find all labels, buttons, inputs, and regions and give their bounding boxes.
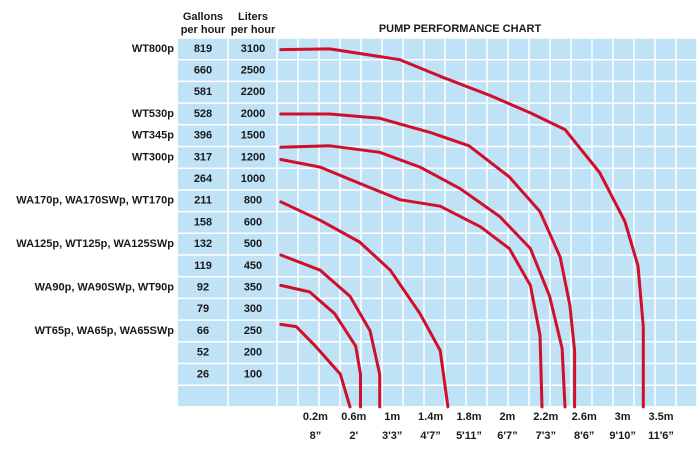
liters-label: 2500	[241, 64, 265, 76]
gallons-label: 158	[194, 216, 212, 228]
x-tick-label: 2.2m	[533, 411, 558, 423]
liters-label: 100	[244, 368, 262, 380]
model-label: WT65p, WA65p, WA65SWp	[35, 325, 175, 337]
liters-label: 600	[244, 216, 262, 228]
liters-label: 250	[244, 325, 262, 337]
x-tick-label: 0.2m	[303, 411, 328, 423]
liters-label: 2000	[241, 108, 265, 120]
liters-label: 200	[244, 347, 262, 359]
chart-title: PUMP PERFORMANCE CHART	[379, 23, 542, 35]
x-tick-label: 3.5m	[648, 411, 673, 423]
column-header: Liters	[238, 11, 268, 23]
x-tick-label-ft: 3'3”	[382, 430, 402, 442]
column-header: per hour	[181, 24, 226, 36]
liters-label: 800	[244, 195, 262, 207]
x-tick-label-ft: 11'6”	[648, 430, 674, 442]
gallons-label: 660	[194, 64, 212, 76]
gallons-label: 581	[194, 86, 212, 98]
x-tick-label-ft: 6'7”	[497, 430, 517, 442]
model-label: WT300p	[132, 151, 174, 163]
liters-label: 300	[244, 303, 262, 315]
model-label: WT345p	[132, 130, 174, 142]
gallons-label: 92	[197, 281, 209, 293]
gallons-label: 119	[194, 260, 212, 272]
gallons-label: 264	[194, 173, 213, 185]
gallons-label: 79	[197, 303, 209, 315]
liters-label: 1000	[241, 173, 265, 185]
liters-label: 1200	[241, 151, 265, 163]
pump-curve	[279, 158, 544, 409]
liters-label: 500	[244, 238, 262, 250]
pump-curve	[279, 112, 577, 409]
gallons-label: 26	[197, 368, 209, 380]
x-tick-label: 1.8m	[456, 411, 481, 423]
liters-label: 1500	[241, 130, 265, 142]
x-tick-label-ft: 8”	[310, 430, 322, 442]
x-tick-label-ft: 5'11”	[456, 430, 482, 442]
pump-curve	[279, 144, 567, 409]
gallons-label: 211	[194, 195, 212, 207]
gallons-label: 52	[197, 347, 209, 359]
pump-curve	[279, 283, 362, 409]
x-tick-label-ft: 2'	[349, 430, 358, 442]
gallons-label: 528	[194, 108, 212, 120]
x-tick-label-ft: 4'7”	[420, 430, 440, 442]
model-label: WA90p, WA90SWp, WT90p	[35, 281, 175, 293]
column-header: Gallons	[183, 11, 223, 23]
liters-label: 3100	[241, 43, 265, 55]
x-tick-label: 3m	[615, 411, 631, 423]
column-header: per hour	[231, 24, 276, 36]
x-tick-label: 1m	[384, 411, 400, 423]
gallons-label: 819	[194, 43, 212, 55]
gallons-label: 317	[194, 151, 212, 163]
x-tick-label: 1.4m	[418, 411, 443, 423]
gallons-label: 132	[194, 238, 212, 250]
model-label: WT530p	[132, 108, 174, 120]
x-tick-label-ft: 8'6”	[574, 430, 594, 442]
liters-label: 350	[244, 281, 262, 293]
liters-label: 2200	[241, 86, 265, 98]
gallons-label: 396	[194, 130, 212, 142]
pump-curve	[279, 200, 450, 409]
x-tick-label: 0.6m	[341, 411, 366, 423]
pump-curve	[279, 47, 645, 409]
model-label: WA125p, WT125p, WA125SWp	[16, 238, 174, 250]
liters-label: 450	[244, 260, 262, 272]
x-tick-label-ft: 7'3”	[536, 430, 556, 442]
x-tick-label: 2m	[499, 411, 515, 423]
pump-curve	[279, 253, 382, 409]
model-label: WT800p	[132, 43, 174, 55]
x-tick-label: 2.6m	[572, 411, 597, 423]
gallons-label: 66	[197, 325, 209, 337]
pump-curve	[279, 322, 352, 409]
model-label: WA170p, WA170SWp, WT170p	[16, 195, 174, 207]
x-tick-label-ft: 9'10”	[609, 430, 635, 442]
